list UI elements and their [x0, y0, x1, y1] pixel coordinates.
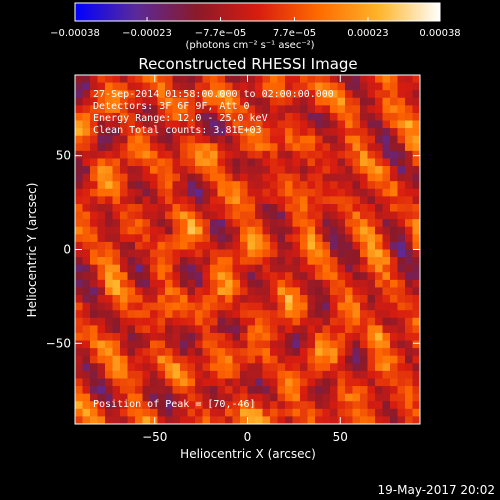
x-tick-label: 0	[244, 430, 252, 444]
colorbar-tick-label: −0.00038	[50, 28, 100, 39]
x-axis-label: Heliocentric X (arcsec)	[180, 447, 316, 461]
colorbar-gradient	[74, 2, 441, 22]
colorbar-tick-label: −0.00023	[122, 28, 172, 39]
x-tick-label: −50	[142, 430, 167, 444]
colorbar: −0.00038 −0.00023 −7.7e−05 7.7e−05 0.00023 0.…	[50, 2, 461, 51]
annotation-clean-counts: Clean Total counts: 3.81E+03	[93, 125, 262, 136]
colorbar-unit-label: (photons cm⁻² s⁻¹ asec⁻²)	[185, 40, 314, 51]
y-tick-label: 0	[63, 243, 71, 257]
heatmap-image	[75, 75, 420, 424]
annotation-energy-range: Energy Range: 12.0 - 25.0 keV	[93, 113, 268, 124]
y-tick-label: −50	[46, 336, 71, 350]
plot-area: −50 0 50 −50 0 50	[46, 74, 421, 444]
y-axis-label: Heliocentric Y (arcsec)	[25, 183, 39, 318]
colorbar-tick-label: −7.7e−05	[195, 28, 247, 39]
x-tick-label: 50	[333, 430, 348, 444]
y-tick-label: 50	[56, 149, 71, 163]
colorbar-tick-label: 7.7e−05	[273, 28, 316, 39]
annotation-detectors: Detectors: 3F 6F 9F, Att 0	[93, 101, 250, 112]
footer-timestamp: 19-May-2017 20:02	[378, 483, 495, 497]
info-annotations: 27-Sep-2014 01:58:00.000 to 02:00:00.000…	[93, 89, 334, 136]
colorbar-ticks: −0.00038 −0.00023 −7.7e−05 7.7e−05 0.00023 0.…	[50, 17, 461, 39]
annotation-peak-position: Position of Peak = [70,-46]	[93, 399, 256, 410]
axis-ticks: −50 0 50 −50 0 50	[46, 75, 420, 444]
colorbar-tick-label: 0.00038	[419, 28, 460, 39]
colorbar-tick-label: 0.00023	[347, 28, 388, 39]
annotation-time-range: 27-Sep-2014 01:58:00.000 to 02:00:00.000	[93, 89, 334, 100]
chart-title: Reconstructed RHESSI Image	[138, 55, 357, 73]
